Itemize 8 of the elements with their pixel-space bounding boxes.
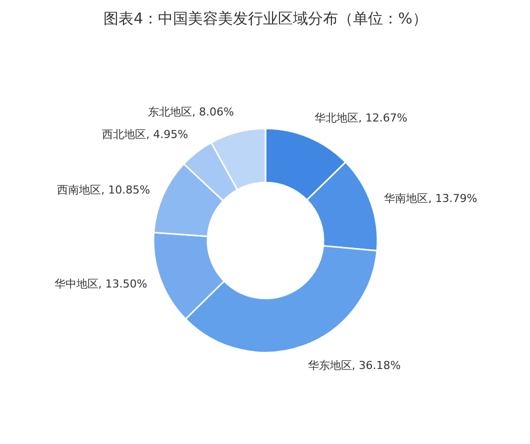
slice-label: 华中地区, 13.50% <box>54 278 148 290</box>
slice-label: 华东地区, 36.18% <box>308 359 401 372</box>
slice-label: 华北地区, 12.67% <box>314 111 408 124</box>
slice-label: 西南地区, 10.85% <box>57 183 150 196</box>
slice-label: 东北地区, 8.06% <box>148 106 234 119</box>
chart-title: 图表4：中国美容美发行业区域分布（单位：%） <box>104 10 428 28</box>
slice-label: 华南地区, 13.79% <box>384 192 478 205</box>
slice-label: 西北地区, 4.95% <box>102 128 188 142</box>
